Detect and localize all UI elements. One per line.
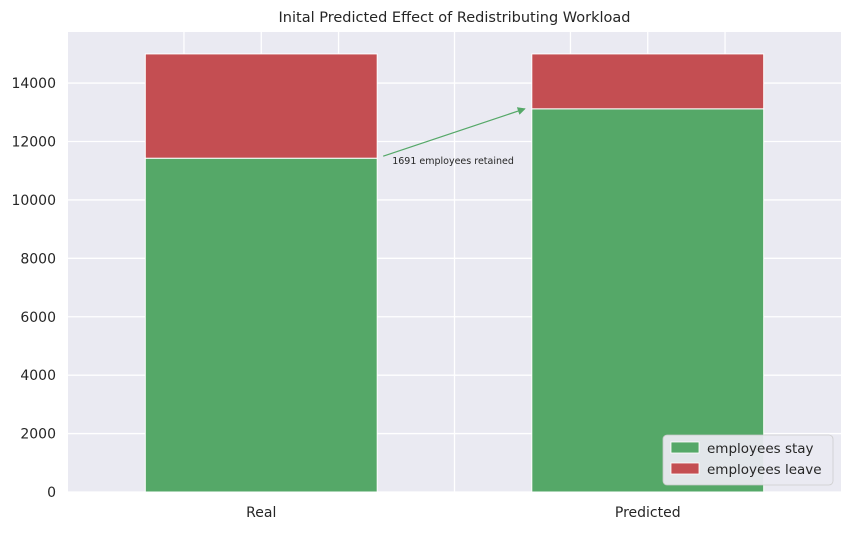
y-tick-label: 6000 — [20, 310, 56, 326]
y-tick-label: 2000 — [20, 427, 56, 443]
x-axis-ticks: Real Predicted — [246, 505, 680, 521]
bar-employees-leave-predicted — [531, 53, 765, 110]
y-axis-ticks: 0 2000 4000 6000 8000 10000 12000 14000 — [11, 76, 56, 501]
y-tick-label: 0 — [47, 485, 56, 501]
y-tick-label: 8000 — [20, 251, 56, 267]
annotation: 1691 employees retained — [383, 107, 526, 167]
y-tick-label: 12000 — [11, 135, 56, 151]
legend-label: employees leave — [707, 462, 822, 478]
y-tick-label: 4000 — [20, 368, 56, 384]
legend-box — [662, 434, 834, 486]
bar-employees-stay-real — [144, 157, 378, 493]
annotation-text: 1691 employees retained — [392, 156, 514, 167]
x-tick-label: Real — [246, 505, 276, 521]
legend: employees stay employees leave — [662, 434, 834, 486]
bars — [144, 53, 765, 493]
y-tick-label: 10000 — [11, 193, 56, 209]
bar-employees-leave-real — [144, 53, 378, 159]
y-tick-label: 14000 — [11, 76, 56, 92]
legend-label: employees stay — [707, 441, 814, 457]
annotation-arrow — [383, 107, 526, 157]
bar-employees-stay-predicted — [531, 108, 765, 493]
legend-swatch — [670, 462, 700, 475]
legend-swatch — [670, 441, 700, 454]
x-tick-label: Predicted — [615, 505, 681, 521]
chart-title: Inital Predicted Effect of Redistributin… — [279, 10, 631, 26]
